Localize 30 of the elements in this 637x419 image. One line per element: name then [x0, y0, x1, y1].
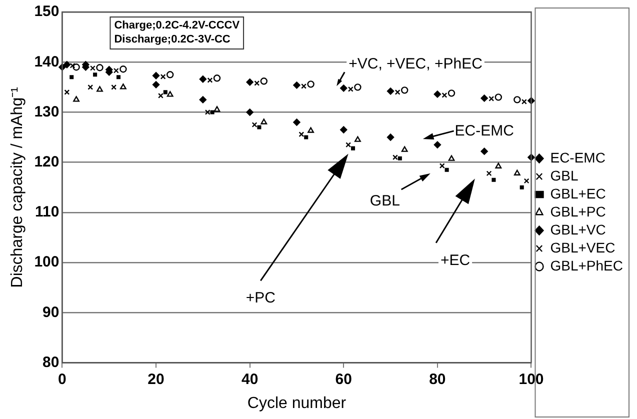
legend-label: EC-EMC: [550, 149, 606, 166]
y-tick-label: 140: [34, 53, 60, 70]
y-axis-title: Discharge capacity / mAhg⁻¹: [9, 87, 26, 288]
y-tick-label: 100: [34, 254, 60, 271]
y-tick-label: 150: [34, 3, 60, 20]
legend-label: GBL+VC: [550, 221, 606, 238]
legend-label: GBL+VEC: [550, 239, 616, 256]
x-tick-label: 40: [241, 370, 258, 388]
legend-label: GBL+EC: [550, 185, 606, 202]
x-tick-label: 100: [518, 370, 544, 388]
x-tick-label: 60: [335, 370, 352, 388]
x-tick-label: 20: [148, 370, 164, 388]
x-axis-title: Cycle number: [247, 394, 347, 412]
x-tick-label: 80: [429, 370, 446, 388]
y-tick-label: 130: [34, 103, 60, 120]
legend-label: GBL+PhEC: [550, 257, 624, 274]
y-tick-label: 120: [34, 153, 60, 170]
legend-label: GBL: [550, 167, 578, 184]
x-tick-label: 0: [58, 370, 66, 388]
annotation: +VC, +VEC, +PhEC: [348, 55, 483, 72]
y-tick-label: 80: [42, 354, 60, 371]
annotation: Discharge;0.2C-3V-CC: [114, 34, 230, 46]
annotation: EC-EMC: [454, 122, 514, 140]
annotation: +EC: [440, 252, 470, 269]
legend-label: GBL+PC: [550, 203, 606, 220]
annotation: Charge;0.2C-4.2V-CCCV: [114, 20, 240, 32]
annotation: +PC: [246, 289, 276, 306]
annotation: GBL: [370, 192, 400, 210]
y-tick-label: 110: [35, 204, 60, 221]
y-tick-label: 90: [42, 304, 60, 321]
